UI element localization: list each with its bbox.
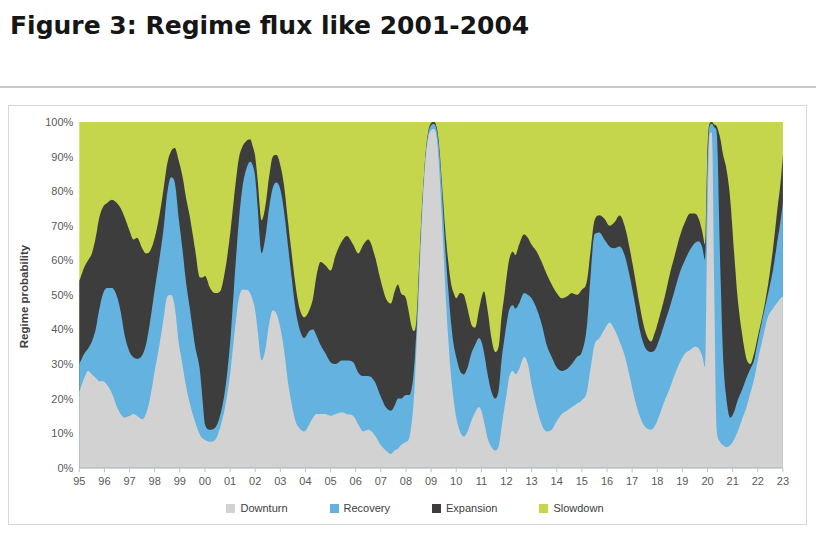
chart-legend: Downturn Recovery Expansion Slowdown [63,502,767,514]
x-tick-label: 14 [546,475,568,487]
x-tick-label: 96 [93,475,115,487]
x-tick-label: 10 [445,475,467,487]
expansion-swatch-icon [432,504,441,513]
regime-probability-chart [9,106,806,524]
y-tick-label: 80% [27,185,73,197]
legend-label: Slowdown [553,502,603,514]
x-tick-label: 95 [68,475,90,487]
y-tick-label: 20% [27,393,73,405]
x-tick-label: 22 [747,475,769,487]
x-tick-label: 20 [697,475,719,487]
legend-label: Downturn [240,502,287,514]
legend-label: Recovery [344,502,390,514]
x-tick-label: 98 [144,475,166,487]
y-tick-label: 70% [27,220,73,232]
x-tick-label: 19 [671,475,693,487]
x-tick-label: 05 [320,475,342,487]
figure-title: Figure 3: Regime flux like 2001-2004 [10,11,529,40]
x-tick-label: 07 [370,475,392,487]
x-tick-label: 09 [420,475,442,487]
y-tick-label: 100% [27,116,73,128]
x-tick-label: 00 [194,475,216,487]
x-tick-label: 97 [119,475,141,487]
x-tick-label: 12 [495,475,517,487]
x-tick-label: 23 [772,475,794,487]
x-tick-label: 17 [621,475,643,487]
x-tick-label: 99 [169,475,191,487]
y-tick-label: 40% [27,323,73,335]
chart-area: Regime probability 100%90%80%70%60%50%40… [8,105,807,525]
y-tick-label: 90% [27,151,73,163]
y-tick-label: 60% [27,254,73,266]
x-tick-label: 01 [219,475,241,487]
y-tick-label: 30% [27,358,73,370]
x-tick-label: 08 [395,475,417,487]
x-tick-label: 02 [244,475,266,487]
downturn-swatch-icon [226,504,235,513]
y-tick-label: 0% [27,462,73,474]
slowdown-swatch-icon [539,504,548,513]
x-tick-label: 16 [596,475,618,487]
x-tick-label: 18 [646,475,668,487]
title-divider [0,86,816,88]
x-tick-label: 04 [294,475,316,487]
y-tick-label: 10% [27,427,73,439]
legend-item-downturn: Downturn [226,502,287,514]
x-tick-label: 06 [345,475,367,487]
legend-label: Expansion [446,502,497,514]
x-tick-label: 15 [571,475,593,487]
x-tick-label: 03 [269,475,291,487]
x-tick-label: 11 [470,475,492,487]
x-tick-label: 21 [722,475,744,487]
x-tick-label: 13 [521,475,543,487]
legend-item-expansion: Expansion [432,502,497,514]
recovery-swatch-icon [330,504,339,513]
legend-item-slowdown: Slowdown [539,502,603,514]
y-tick-label: 50% [27,289,73,301]
legend-item-recovery: Recovery [330,502,390,514]
